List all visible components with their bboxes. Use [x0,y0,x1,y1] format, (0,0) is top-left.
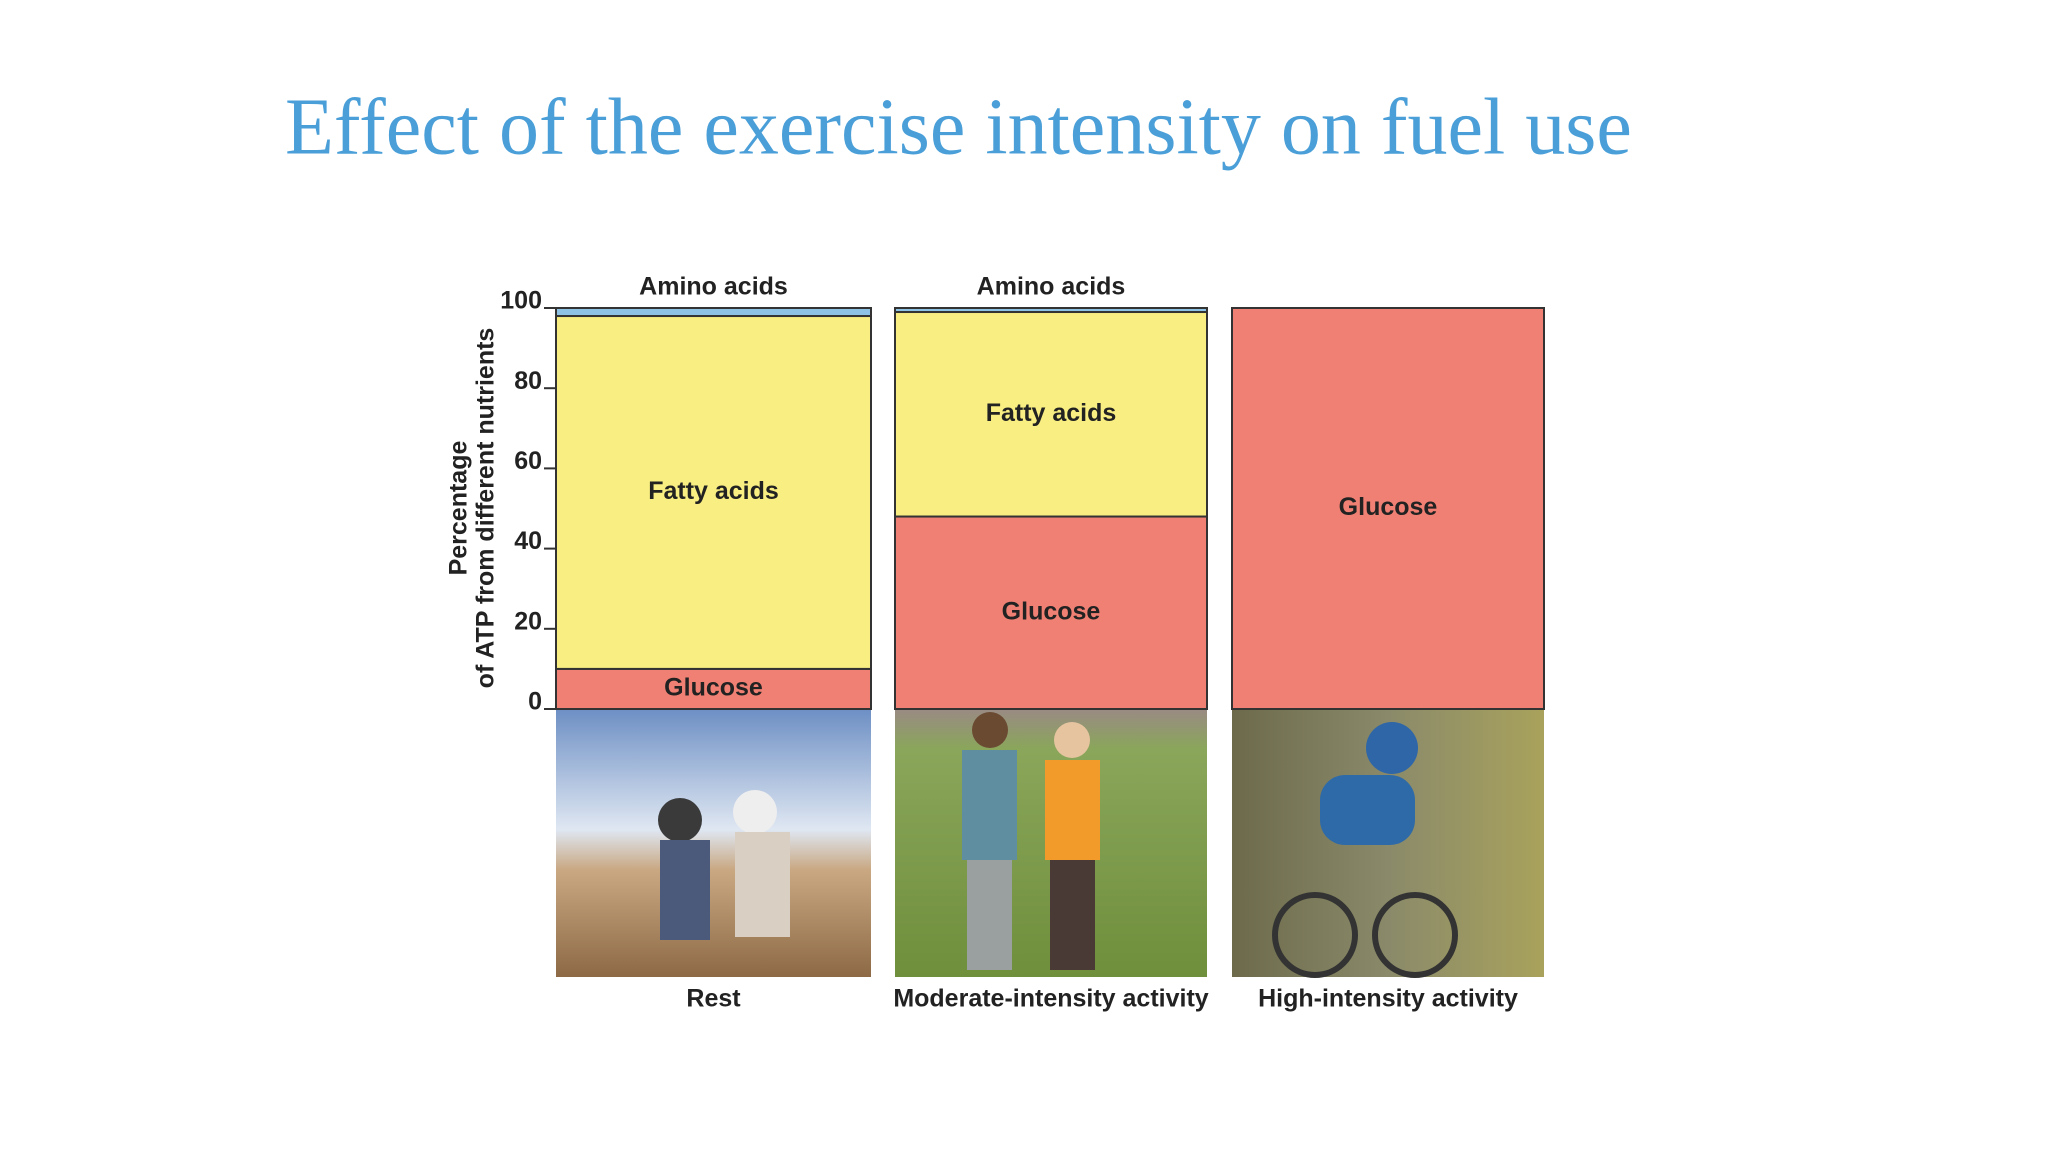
x-tick-label: Rest [686,985,741,1013]
y-tick-label: 40 [514,527,542,555]
y-tick-label: 80 [514,367,542,395]
y-tick-label: 0 [528,688,542,716]
title: Effect of the exercise intensity on fuel… [285,83,1632,171]
x-tick-label: High-intensity activity [1258,985,1518,1013]
y-tick-label: 60 [514,447,542,475]
bar-segment [555,307,872,318]
x-tick-label: Moderate-intensity activity [893,985,1208,1013]
segment-label: Fatty acids [648,477,779,505]
y-tick-label: 20 [514,607,542,635]
segment-label: Amino acids [977,273,1126,301]
segment-label: Amino acids [639,273,788,301]
y-tick-label: 100 [500,287,542,315]
bar-segment [894,311,1208,518]
segment-label: Glucose [1002,597,1101,625]
photos [556,709,1544,978]
y-axis-label: Percentage [445,441,473,576]
segment-label: Glucose [664,674,763,702]
photo-rest [556,709,871,977]
y-axis-label: of ATP from different nutrients [472,328,500,689]
bar-segment [1231,307,1545,710]
segment-label: Fatty acids [986,399,1117,427]
bar-segment [894,307,1208,314]
segment-label: Glucose [1339,493,1438,521]
bar-segment [894,515,1208,711]
